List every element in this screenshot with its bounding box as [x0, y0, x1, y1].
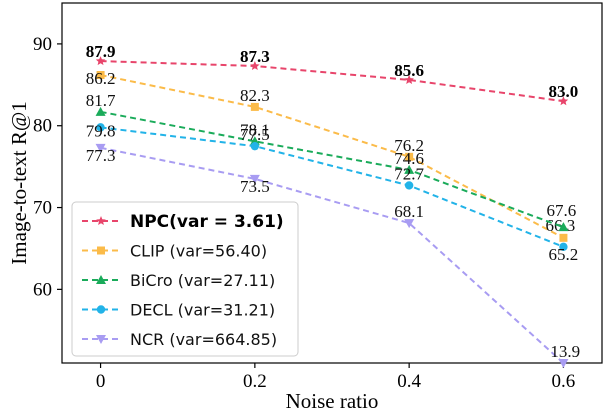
legend-label: BiCro (var=27.11): [130, 271, 275, 290]
series-1: 87.9 87.3 85.6 83.0: [86, 42, 579, 106]
plot-area: 87.9 87.385.683.086.282.376.266.381.778.1…: [86, 42, 580, 368]
y-axis-ticks: 60 70 80 90: [33, 34, 62, 300]
plot-frame: [61, 2, 603, 364]
data-label: 68.1: [394, 202, 424, 221]
data-label: 67.6: [547, 201, 577, 220]
data-point: [404, 164, 415, 174]
data-point: [404, 74, 414, 84]
data-point: [558, 222, 569, 232]
legend-marker: [96, 305, 106, 314]
legend-marker: [96, 335, 106, 344]
legend-marker: [96, 216, 106, 225]
series-line: [100, 60, 564, 103]
data-label: 79.8: [86, 121, 116, 140]
data-label: 85.6: [394, 61, 424, 80]
legend-label: DECL (var=31.21): [130, 301, 275, 320]
y-tick-label: 70: [33, 198, 52, 219]
legend-box: [71, 201, 299, 357]
legend-entry: NCR (var=664.85): [82, 330, 277, 349]
series-line: [100, 110, 564, 229]
data-point: [559, 233, 568, 242]
data-label: 73.5: [240, 177, 270, 196]
data-point: [404, 219, 415, 229]
data-label: 87.3: [240, 47, 270, 66]
data-label: 82.3: [240, 86, 270, 105]
x-tick-label: 0.6: [552, 371, 576, 392]
legend-label: CLIP (var=56.40): [130, 242, 267, 261]
legend-marker: [97, 246, 105, 255]
series-4: 79.8 77.5 72.7 65.2: [86, 121, 579, 263]
data-label: 72.7: [394, 164, 424, 183]
legend-entry: DECL (var=31.21): [82, 301, 275, 320]
data-point: [95, 143, 106, 153]
data-point: [405, 152, 414, 161]
data-point: [558, 359, 569, 368]
series-line: [100, 146, 565, 364]
data-label: 13.9: [550, 342, 580, 361]
data-point: [95, 106, 106, 116]
data-label: 77.3: [86, 146, 116, 165]
legend-marker: [96, 275, 106, 284]
data-point: [250, 102, 259, 111]
data-label: 76.2: [394, 136, 424, 155]
y-tick-label: 60: [33, 279, 52, 300]
data-point: [404, 181, 414, 190]
data-label: 74.6: [394, 149, 424, 168]
data-point: [250, 61, 260, 70]
data-point: [250, 141, 260, 151]
data-label: 83.0: [549, 82, 579, 101]
data-label: 65.2: [549, 245, 579, 264]
data-point: [559, 242, 568, 252]
series-line: [100, 126, 564, 248]
data-point: [95, 56, 106, 66]
data-point: [249, 174, 260, 184]
legend-entry: NPC(var = 3.61): [82, 212, 284, 232]
legend-entry: CLIP (var=56.40): [82, 242, 267, 261]
data-point: [558, 96, 569, 106]
data-label: 87.9: [86, 42, 116, 61]
x-axis-label: Noise ratio: [286, 389, 379, 413]
data-point: [96, 71, 105, 79]
x-axis-ticks: 0 0.2 0.4 0.6: [96, 363, 575, 392]
series-3: 81.7 78.1 74.6 67.6: [86, 91, 577, 232]
legend-entry: BiCro (var=27.11): [82, 271, 275, 290]
legend-label: NPC(var = 3.61): [130, 212, 284, 232]
legend: NPC(var = 3.61) CLIP (var=56.40) BiCro (va…: [71, 201, 299, 357]
series-5: 77.3 73.5 68.1 13.9: [86, 143, 580, 368]
y-tick-label: 90: [33, 34, 52, 55]
data-label: 81.7: [86, 91, 116, 110]
y-tick-label: 80: [33, 116, 52, 137]
x-tick-label: 0.2: [243, 371, 267, 392]
data-label: 77.5: [240, 125, 270, 144]
x-tick-label: 0.4: [397, 371, 421, 392]
x-tick-label: 0: [96, 371, 106, 392]
legend-label: NCR (var=664.85): [130, 330, 277, 349]
data-label: 78.1: [240, 120, 270, 139]
y-axis-label: Image-to-text R@1: [7, 101, 31, 264]
data-point: [96, 123, 105, 132]
data-label: 86.2: [86, 69, 116, 88]
